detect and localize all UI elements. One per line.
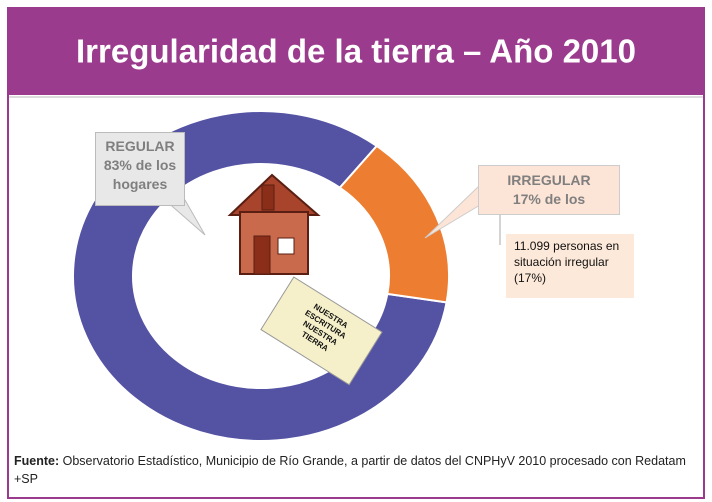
source-text: Observatorio Estadístico, Municipio de R… (14, 454, 686, 486)
source-label: Fuente: (14, 454, 60, 468)
category-label: IRREGULAR (507, 172, 591, 188)
value-label: 83% de los hogares (103, 157, 177, 192)
frame (7, 7, 705, 499)
category-label: REGULAR (105, 138, 175, 154)
document-illustration: NUESTRAESCRITURANUESTRATIERRA (260, 276, 383, 386)
house-illustration (227, 173, 321, 275)
source-note: Fuente: Observatorio Estadístico, Munici… (14, 452, 704, 488)
value-label: 17% de los (512, 191, 586, 207)
chart-title: Irregularidad de la tierra – Año 2010 (76, 33, 636, 70)
title-band (9, 9, 703, 95)
irregular-callout: IRREGULAR 17% de los (478, 165, 620, 215)
donut-slice (338, 144, 450, 304)
regular-callout: REGULAR 83% de los hogares (95, 132, 185, 206)
annotation: 11.099 personas en situación irregular (… (506, 234, 634, 298)
